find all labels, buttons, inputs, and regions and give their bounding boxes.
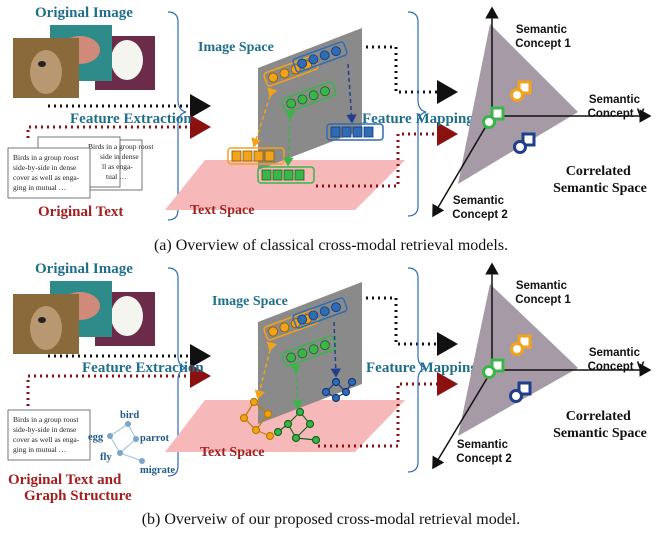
correlated-semantic-space-label: Correlated Semantic Space <box>553 164 647 196</box>
image-vector-green-b <box>281 335 337 367</box>
blue-pair-arrow <box>346 63 357 124</box>
image-space-label-b: Image Space <box>212 294 288 309</box>
graph-word-fly: fly <box>100 452 112 463</box>
panel-a: Original Image Birds in a group roost si… <box>7 5 652 221</box>
green-pair-arrow-b <box>290 364 303 410</box>
graph-node-migrate <box>139 458 145 464</box>
orange-embedding-pair-b <box>510 334 532 356</box>
semantic-concept-2-label-b: Semantic Concept 2 <box>456 439 512 465</box>
caption-a: (a) Overview of classical cross-modal re… <box>154 237 508 254</box>
orange-pair-arrow <box>251 87 278 148</box>
graph-node-parrot <box>133 436 139 442</box>
text-mapping-arrow <box>316 122 458 188</box>
graph-word-parrot: parrot <box>140 433 169 444</box>
right-brace <box>407 11 427 217</box>
deer-eye <box>38 61 46 67</box>
graph-word-bird: bird <box>120 410 139 421</box>
original-image-label: Original Image <box>35 5 133 21</box>
original-text-doc-b: Birds in a group roost side-by-side in d… <box>7 409 91 461</box>
feature-extraction-label-b: Feature Extraction <box>82 360 204 376</box>
text-graph-orange <box>239 397 275 441</box>
image-vector-blue <box>292 41 348 73</box>
text-extraction-arrow-b <box>26 364 211 406</box>
original-text-docs: Birds in a group roost side in dense ll … <box>7 136 155 199</box>
blue-embedding-pair <box>513 132 536 154</box>
svg-text:Birds in a group roost: Birds in a group roost side-by-side in d… <box>13 415 81 454</box>
text-vector-blue <box>326 123 384 141</box>
original-text-graph-label: Original Text and Graph Structure <box>8 472 132 504</box>
image-space-label: Image Space <box>198 40 274 55</box>
image-mapping-arrow <box>366 45 458 104</box>
semantic-axis-2-b <box>432 369 493 470</box>
text-doc-back-content: Birds in a group roost side in dense ll … <box>88 142 155 181</box>
left-brace-b <box>167 267 187 477</box>
semantic-concept-v-label-b: Semantic Concept V <box>588 347 645 373</box>
correlated-semantic-triangle-b <box>458 284 578 436</box>
text-space-plane <box>165 160 405 210</box>
original-image-label-b: Original Image <box>35 261 133 277</box>
blue-embedding-pair-b <box>509 381 532 403</box>
semantic-concept-1-label-b: Semantic Concept 1 <box>515 280 571 306</box>
image-mapping-arrow-b <box>366 296 458 356</box>
semantic-concept-2-label: Semantic Concept 2 <box>452 195 508 221</box>
green-embedding-pair-b <box>482 358 505 379</box>
text-space-label: Text Space <box>190 203 254 218</box>
right-brace-b <box>407 267 427 473</box>
text-graph-blue <box>321 377 357 403</box>
green-pair-arrow <box>283 110 296 167</box>
semantic-axis-2 <box>432 115 493 218</box>
original-image-stack <box>13 25 155 98</box>
graph-node-fly <box>117 450 123 456</box>
graph-word-migrate: migrate <box>140 465 175 476</box>
feature-extraction-label: Feature Extraction <box>70 111 192 127</box>
graph-node-egg <box>107 433 113 439</box>
original-text-label: Original Text <box>38 204 123 220</box>
original-image-stack-b <box>13 281 155 354</box>
text-space-label-b: Text Space <box>200 445 264 460</box>
correlated-semantic-space-label-b: Correlated Semantic Space <box>553 409 647 441</box>
green-embedding-pair <box>482 106 505 129</box>
word-graph: bird egg parrot fly migrate <box>88 410 175 476</box>
orange-embedding-pair <box>510 80 532 102</box>
image-space-plane-b <box>258 282 362 424</box>
feature-mapping-label-b: Feature Mapping <box>366 360 478 376</box>
semantic-concept-1-label: Semantic Concept 1 <box>515 24 571 50</box>
correlated-semantic-triangle <box>458 24 578 184</box>
text-vector-green <box>257 166 315 184</box>
blue-pair-arrow-b <box>330 321 341 378</box>
deer-head <box>30 50 62 94</box>
butterfly-wing <box>111 40 143 80</box>
text-graph-green <box>273 407 321 445</box>
semantic-concept-v-label: Semantic Concept V <box>588 94 645 120</box>
panel-b: Original Image Feature Extraction Birds … <box>7 261 652 504</box>
orange-pair-arrow-b <box>254 341 277 400</box>
graph-node-bird <box>125 421 131 427</box>
graph-word-egg: egg <box>88 432 104 443</box>
text-extraction-arrow <box>26 115 211 139</box>
image-vector-green <box>281 81 337 113</box>
left-brace <box>167 11 187 221</box>
text-doc-front <box>7 147 91 199</box>
caption-b: (b) Overveiw of our proposed cross-modal… <box>142 511 521 528</box>
text-doc-front-content: Birds in a group roost side-by-side in d… <box>13 153 81 192</box>
image-vector-blue-b <box>292 297 348 329</box>
